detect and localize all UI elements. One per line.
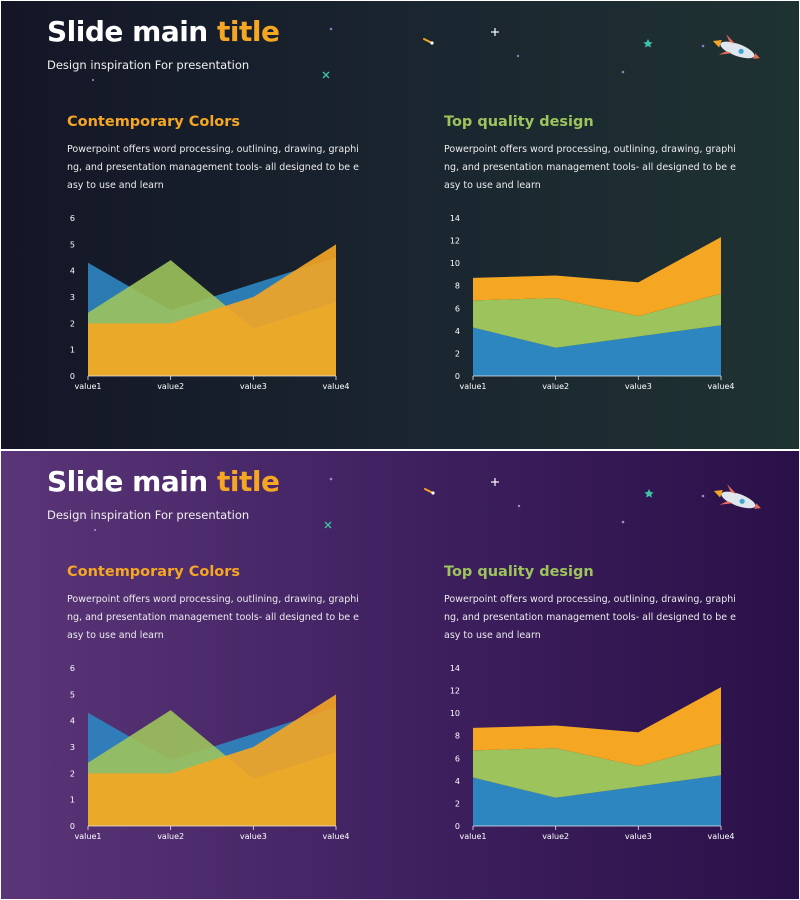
y-tick-label: 4	[70, 267, 75, 276]
y-tick-label: 4	[70, 717, 75, 726]
star-icon	[644, 489, 654, 498]
slide-title: Slide main title	[47, 15, 280, 48]
star-icon	[491, 28, 499, 36]
star-icon	[93, 528, 97, 532]
star-icon	[329, 477, 333, 481]
y-tick-label: 6	[455, 754, 460, 763]
y-tick-label: 6	[455, 304, 460, 313]
y-tick-label: 1	[70, 796, 75, 805]
slide-subtitle: Design inspiration For presentation	[47, 58, 250, 72]
title-accent: title	[217, 15, 280, 48]
star-icon	[491, 478, 499, 486]
x-tick-label: value4	[323, 382, 350, 391]
star-icon	[517, 504, 521, 508]
y-tick-label: 4	[455, 327, 460, 336]
y-tick-label: 10	[450, 259, 460, 268]
star-icon	[329, 27, 333, 31]
y-tick-label: 5	[70, 240, 75, 249]
y-tick-label: 6	[70, 214, 75, 223]
y-tick-label: 4	[455, 777, 460, 786]
rocket-icon	[713, 484, 761, 509]
left-section-heading: Contemporary Colors	[67, 564, 241, 580]
y-tick-label: 2	[455, 349, 460, 358]
star-icon	[621, 70, 625, 74]
y-tick-label: 5	[70, 690, 75, 699]
left-section-heading: Contemporary Colors	[67, 114, 241, 130]
title-accent: title	[217, 465, 280, 498]
area-series-series-2	[473, 293, 721, 348]
area-series-series-2	[473, 743, 721, 798]
area-series-series-3	[88, 694, 336, 826]
y-tick-label: 2	[70, 769, 75, 778]
title-main: Slide main	[47, 15, 208, 48]
y-tick-label: 0	[455, 822, 460, 831]
x-tick-label: value1	[460, 832, 487, 841]
right-section-heading: Top quality design	[444, 114, 594, 130]
rocket-icon	[712, 34, 760, 59]
right-section-body: Powerpoint offers word processing, outli…	[444, 594, 737, 641]
slide-dark: Slide main title Design inspiration For …	[1, 1, 799, 449]
x-tick-label: value2	[542, 832, 569, 841]
y-tick-label: 2	[70, 319, 75, 328]
x-tick-label: value2	[542, 382, 569, 391]
star-icon	[621, 520, 625, 524]
y-tick-label: 14	[450, 214, 460, 223]
area-series-series-3	[473, 237, 721, 317]
right-section-heading: Top quality design	[444, 564, 594, 580]
star-icon	[322, 71, 330, 79]
comet-icon	[423, 38, 434, 45]
star-icon	[91, 78, 95, 82]
area-series-series-1	[473, 325, 721, 376]
x-tick-label: value4	[708, 382, 735, 391]
area-series-series-3	[473, 687, 721, 767]
y-tick-label: 8	[455, 282, 460, 291]
star-icon	[516, 54, 520, 58]
y-tick-label: 3	[70, 743, 75, 752]
x-tick-label: value1	[75, 382, 102, 391]
x-tick-label: value1	[75, 832, 102, 841]
x-tick-label: value4	[708, 832, 735, 841]
area-series-series-1	[473, 775, 721, 826]
slide-title: Slide main title	[47, 465, 280, 498]
x-tick-label: value3	[240, 382, 267, 391]
y-tick-label: 6	[70, 664, 75, 673]
left-section-body: Powerpoint offers word processing, outli…	[67, 144, 360, 191]
y-tick-label: 12	[450, 237, 460, 246]
x-tick-label: value3	[625, 832, 652, 841]
y-tick-label: 10	[450, 709, 460, 718]
x-tick-label: value3	[625, 382, 652, 391]
y-tick-label: 0	[70, 822, 75, 831]
star-icon	[701, 494, 705, 498]
area-chart-stacked: 0 2 4 6 8 10 12 14 value1 value2 value3 value4	[450, 664, 735, 841]
y-tick-label: 3	[70, 293, 75, 302]
star-icon	[643, 39, 653, 48]
y-tick-label: 14	[450, 664, 460, 673]
y-tick-label: 1	[70, 346, 75, 355]
area-chart-overlap: 0 1 2 3 4 5 6 value1 value2 value3 value4	[70, 664, 350, 841]
title-main: Slide main	[47, 465, 208, 498]
area-chart-overlap: 0 1 2 3 4 5 6 value1 value2 value3 value4	[70, 214, 350, 391]
y-tick-label: 8	[455, 732, 460, 741]
star-icon	[701, 44, 705, 48]
x-tick-label: value4	[323, 832, 350, 841]
y-tick-label: 0	[70, 372, 75, 381]
area-chart-stacked: 0 2 4 6 8 10 12 14 value1 value2 value3 value4	[450, 214, 735, 391]
right-section-body: Powerpoint offers word processing, outli…	[444, 144, 737, 191]
slide-purple: Slide main title Design inspiration For …	[1, 451, 799, 899]
comet-icon	[424, 488, 435, 495]
area-series-series-3	[88, 244, 336, 376]
left-section-body: Powerpoint offers word processing, outli…	[67, 594, 360, 641]
star-icon	[324, 521, 332, 529]
slide-subtitle: Design inspiration For presentation	[47, 508, 250, 522]
y-tick-label: 12	[450, 687, 460, 696]
x-tick-label: value2	[157, 832, 184, 841]
x-tick-label: value2	[157, 382, 184, 391]
y-tick-label: 2	[455, 799, 460, 808]
x-tick-label: value3	[240, 832, 267, 841]
y-tick-label: 0	[455, 372, 460, 381]
x-tick-label: value1	[460, 382, 487, 391]
